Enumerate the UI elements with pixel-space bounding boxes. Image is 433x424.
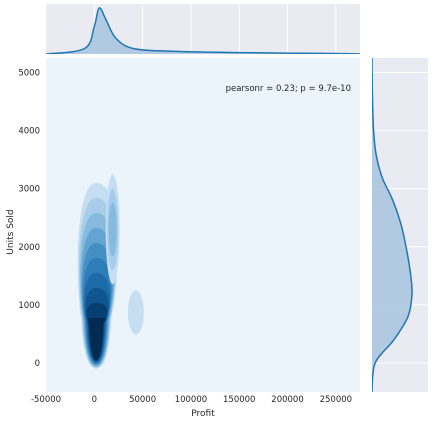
top-marginal-grid — [93, 4, 337, 54]
y-tick-label: 5000 — [18, 69, 40, 79]
x-tick-labels: -50000 0 50000 100000 150000 200000 250000 — [31, 395, 352, 405]
y-tick-label: 1000 — [18, 301, 40, 311]
x-tick-label: -50000 — [31, 395, 61, 405]
top-marginal-axes — [46, 4, 360, 54]
kde-level-10 — [87, 317, 107, 360]
right-marginal-axes — [372, 58, 428, 392]
kde-contours — [77, 174, 144, 369]
x-tick-label: 250000 — [320, 395, 352, 405]
right-marginal-density-line — [372, 58, 413, 392]
y-tick-label: 3000 — [18, 185, 40, 195]
x-tick-label: 0 — [92, 395, 97, 405]
pearson-annotation: pearsonr = 0.23; p = 9.7e-10 — [226, 84, 351, 94]
kde-shoulder-level-3 — [108, 202, 117, 257]
top-marginal-density-fill — [46, 7, 360, 54]
kde-secondary-mode — [127, 290, 144, 335]
y-tick-label: 4000 — [18, 127, 40, 137]
x-tick-label: 50000 — [129, 395, 156, 405]
y-tick-label: 0 — [35, 359, 40, 369]
y-tick-label: 2000 — [18, 243, 40, 253]
x-tick-label: 100000 — [175, 395, 207, 405]
y-tick-labels: 0 1000 2000 3000 4000 5000 — [18, 69, 40, 369]
x-tick-label: 150000 — [223, 395, 255, 405]
right-marginal-density-fill — [372, 58, 413, 392]
x-tick-label: 200000 — [271, 395, 303, 405]
y-axis-label: Units Sold — [6, 209, 16, 254]
top-marginal-density-line — [46, 7, 360, 54]
x-axis-label: Profit — [191, 409, 215, 419]
joint-axes: -50000 0 50000 100000 150000 200000 250000 0 10… — [6, 58, 360, 419]
